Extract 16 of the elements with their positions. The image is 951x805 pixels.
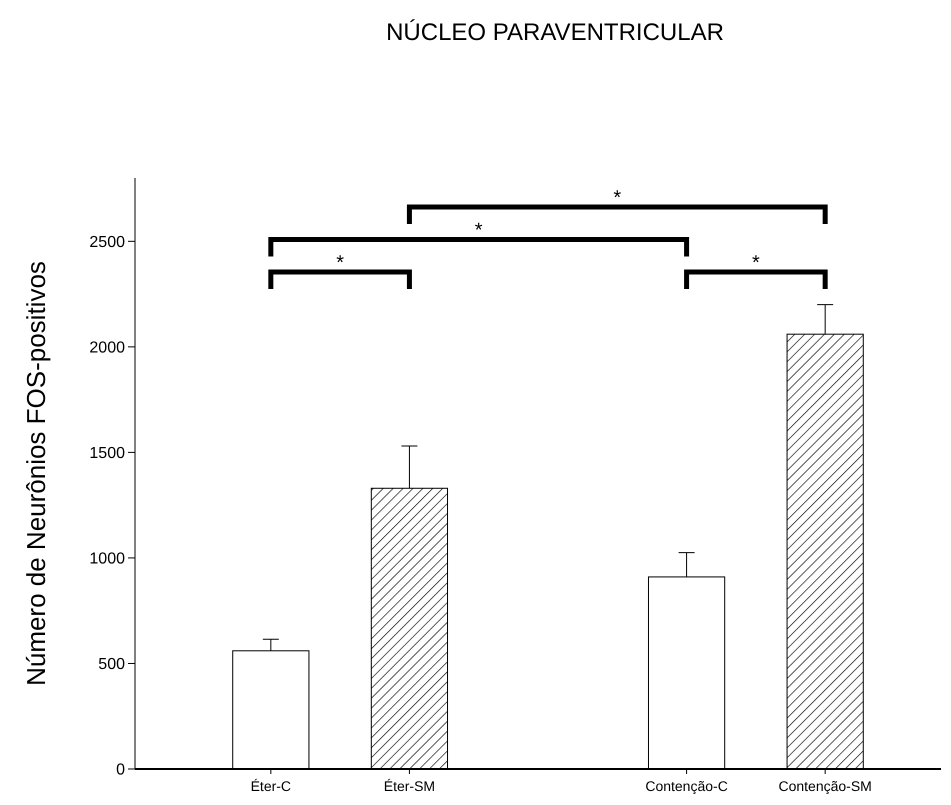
annotation: *: [752, 252, 760, 274]
annotation: *: [613, 187, 622, 209]
chart-title: NÚCLEO PARAVENTRICULAR: [386, 19, 724, 46]
y-tick-label: 2500: [89, 234, 126, 251]
y-tick-label: 2000: [89, 339, 126, 356]
annotation: *: [474, 220, 483, 242]
x-tick-label: Éter-C: [250, 778, 292, 794]
x-tick-label: Éter-SM: [384, 778, 436, 794]
y-tick-label: 1000: [89, 550, 126, 568]
y-tick-label: 1500: [89, 444, 126, 462]
y-axis-title: Número de Neurônios FOS-positivos: [21, 261, 51, 686]
annotation: *: [336, 252, 344, 274]
x-tick-label: Contenção-C: [645, 778, 728, 794]
y-tick-label: 0: [116, 762, 126, 779]
y-tick-label: 500: [98, 656, 126, 674]
x-tick-label: Contenção-SM: [778, 778, 872, 794]
